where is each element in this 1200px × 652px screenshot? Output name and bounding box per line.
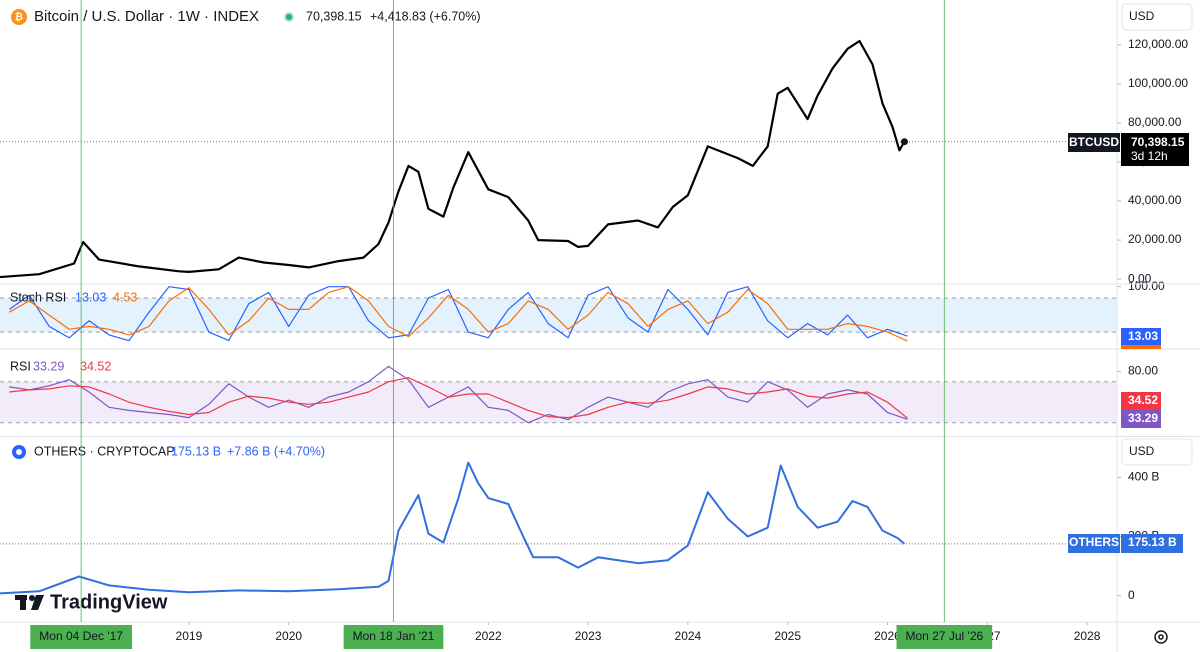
y-tick-label: 100,000.00 bbox=[1128, 76, 1188, 90]
price-tag bbox=[1121, 410, 1161, 428]
price-tag bbox=[1121, 345, 1161, 349]
y-tick-label: 20,000.00 bbox=[1128, 232, 1182, 246]
x-tick-label: 2028 bbox=[1074, 629, 1101, 643]
series-line bbox=[8, 286, 908, 342]
btc-icon bbox=[11, 9, 27, 25]
brand-name: TradingView bbox=[50, 591, 168, 613]
symbol-tag bbox=[1068, 534, 1120, 553]
series-line bbox=[0, 461, 906, 595]
brand-logo: TradingView bbox=[15, 591, 168, 613]
symbol-tag-label: OTHERS bbox=[1069, 535, 1119, 549]
price-tag-label: 34.52 bbox=[1128, 393, 1158, 407]
chart-title: OTHERS · CRYPTOCAP bbox=[34, 444, 175, 458]
date-marker-label: Mon 18 Jan '21 bbox=[353, 629, 435, 643]
settings-button-core bbox=[1158, 634, 1164, 640]
y-tick-label: 120,000.00 bbox=[1128, 37, 1188, 51]
price-tag bbox=[1121, 133, 1189, 166]
price-tag bbox=[1121, 534, 1183, 553]
y-tick-label: 80,000.00 bbox=[1128, 115, 1182, 129]
x-tick-label: 2020 bbox=[275, 629, 302, 643]
x-tick-label: 2026 bbox=[874, 629, 901, 643]
chart-title: Bitcoin / U.S. Dollar · 1W · INDEX bbox=[34, 8, 259, 25]
symbol-tag-label: BTCUSD bbox=[1069, 135, 1119, 149]
date-marker-label: Mon 27 Jul '26 bbox=[906, 629, 984, 643]
last-price: 70,398.15 bbox=[306, 9, 362, 23]
currency-button[interactable] bbox=[1121, 3, 1193, 31]
currency-button[interactable] bbox=[1121, 438, 1193, 466]
date-marker-box bbox=[343, 625, 444, 649]
background-layer: 0.0020,000.0040,000.0060,000.0080,000.00… bbox=[0, 37, 1188, 643]
price-tag bbox=[1121, 328, 1161, 346]
data-layer bbox=[0, 39, 908, 595]
status-dot bbox=[286, 14, 292, 20]
logo-part bbox=[20, 595, 26, 610]
x-tick-label: 2022 bbox=[475, 629, 502, 643]
indicator-title: RSI bbox=[10, 359, 31, 373]
series-line bbox=[9, 377, 908, 419]
indicator-value: 4.53 bbox=[113, 290, 137, 304]
y-tick-label: 40,000.00 bbox=[1128, 193, 1182, 207]
price-tag bbox=[1121, 392, 1161, 410]
countdown: 3d 12h bbox=[1131, 149, 1168, 163]
date-marker-label: Mon 04 Dec '17 bbox=[39, 629, 123, 643]
price-change: +4,418.83 (+6.70%) bbox=[370, 9, 481, 23]
y-tick-label: 80.00 bbox=[1128, 364, 1158, 378]
x-tick-label: 2024 bbox=[675, 629, 702, 643]
overlay-layer: Mon 04 Dec '17 Mon 18 Jan '21 Mon 27 Jul '… bbox=[30, 0, 993, 649]
price-tag-label: 70,398.15 bbox=[1131, 135, 1185, 149]
series-line bbox=[9, 365, 908, 424]
band-fill bbox=[0, 298, 1117, 333]
currency-label: USD bbox=[1129, 9, 1155, 23]
indicator-value: 33.29 bbox=[33, 359, 64, 373]
last-point bbox=[900, 138, 908, 146]
series-line bbox=[0, 39, 906, 279]
date-marker: Mon 04 Dec '17 bbox=[30, 625, 132, 649]
btc-icon-glyph: ₿ bbox=[15, 11, 23, 23]
x-tick-label: 2025 bbox=[774, 629, 801, 643]
series-line bbox=[9, 286, 908, 342]
y-tick-label: 100.00 bbox=[1128, 279, 1165, 293]
band-fill bbox=[0, 381, 1117, 423]
price-tag-label: 13.03 bbox=[1128, 329, 1158, 343]
date-marker-box bbox=[30, 625, 132, 649]
price-change: +7.86 B (+4.70%) bbox=[227, 444, 325, 458]
date-marker-box bbox=[896, 625, 993, 649]
logo-part bbox=[31, 595, 44, 610]
settings-button[interactable] bbox=[1154, 630, 1168, 644]
y-tick-label: 0.00 bbox=[1128, 271, 1152, 285]
indicator-value: 34.52 bbox=[80, 359, 111, 373]
x-tick-label: 2023 bbox=[575, 629, 602, 643]
price-tag-label: 33.29 bbox=[1128, 411, 1158, 425]
y-tick-label: 400 B bbox=[1128, 470, 1159, 484]
currency-label: USD bbox=[1129, 444, 1155, 458]
indicator-value: 13.03 bbox=[75, 290, 106, 304]
indicator-title: Stoch RSI bbox=[10, 290, 66, 304]
x-tick-label: 2019 bbox=[176, 629, 203, 643]
y-tick-label: 0 bbox=[1128, 588, 1135, 602]
last-price: 175.13 B bbox=[171, 444, 221, 458]
price-tag-label: 175.13 B bbox=[1128, 535, 1177, 549]
logo-part bbox=[29, 595, 35, 601]
symbol-tag bbox=[1068, 133, 1120, 152]
others-icon-inner bbox=[16, 449, 22, 455]
date-marker: Mon 27 Jul '26 bbox=[896, 625, 993, 649]
date-marker: Mon 18 Jan '21 bbox=[343, 625, 444, 649]
